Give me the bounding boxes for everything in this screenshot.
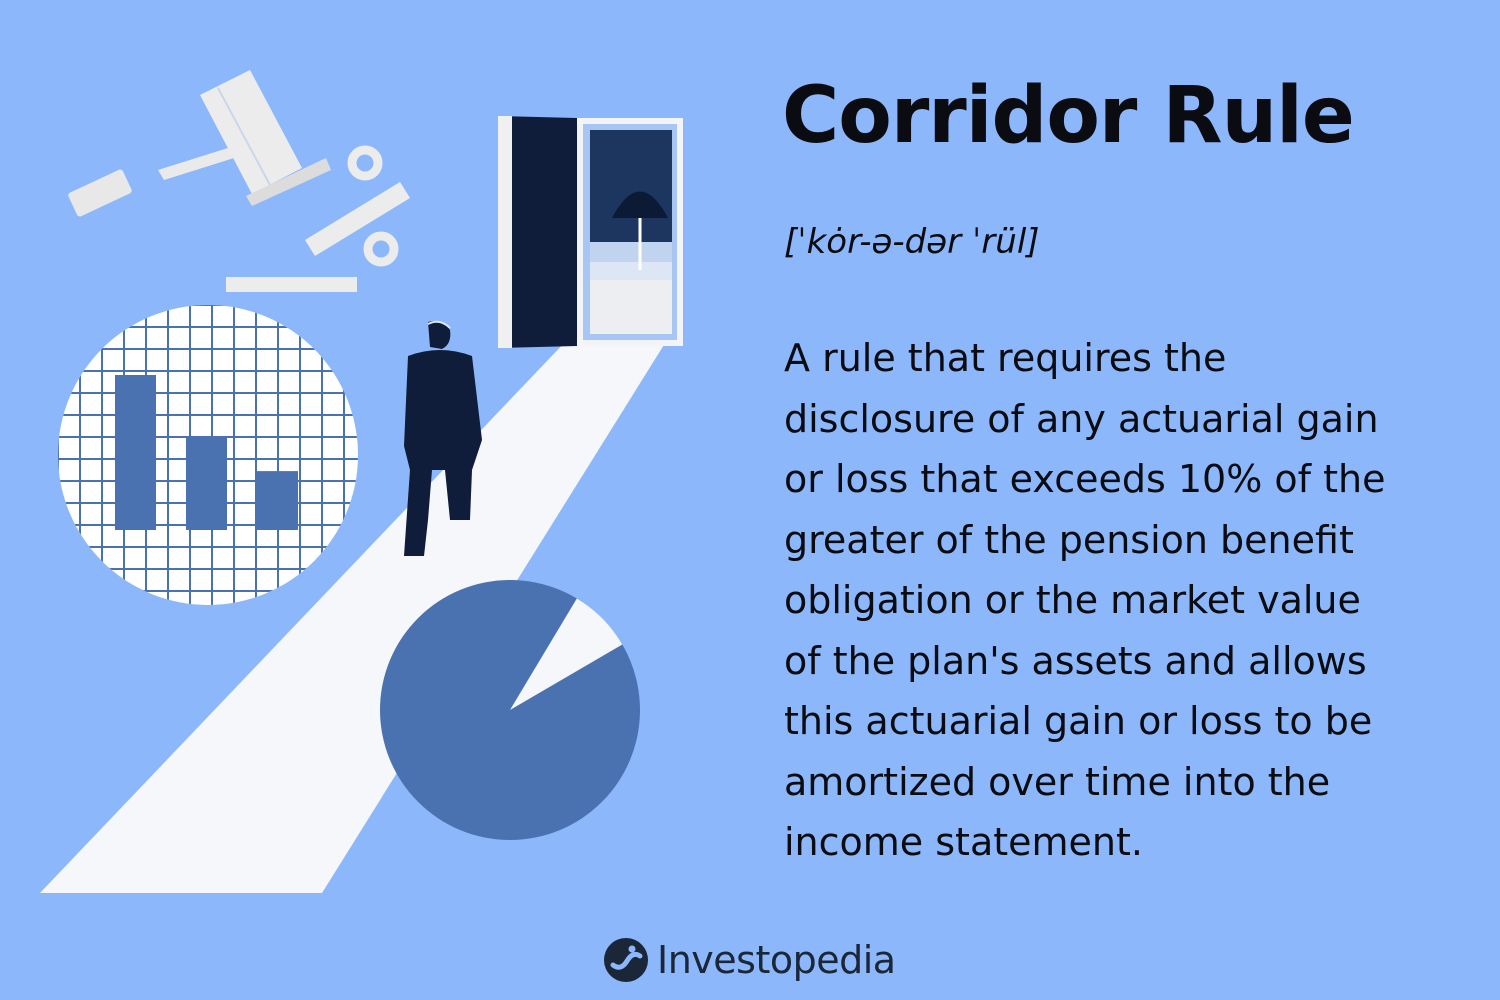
definition-line: of the plan's assets and allows bbox=[784, 638, 1367, 683]
definition-line: amortized over time into the bbox=[784, 759, 1331, 804]
definition-line: obligation or the market value bbox=[784, 578, 1361, 622]
bar bbox=[115, 375, 156, 530]
page-title: Corridor Rule bbox=[782, 71, 1355, 161]
pronunciation: [ˈkȯr-ə-dər ˈrül] bbox=[784, 222, 1040, 262]
definition-line: income statement. bbox=[784, 820, 1143, 864]
definition-line: disclosure of any actuarial gain bbox=[784, 396, 1379, 441]
illustration bbox=[40, 70, 683, 893]
definition-line: this actuarial gain or loss to be bbox=[784, 699, 1373, 743]
investopedia-logo-icon bbox=[604, 938, 648, 982]
bar bbox=[257, 471, 298, 530]
underline-bar bbox=[226, 277, 357, 292]
bar bbox=[186, 437, 227, 530]
bar-chart-icon bbox=[58, 305, 358, 605]
definition-line: or loss that exceeds 10% of the bbox=[784, 457, 1386, 501]
brand-logo[interactable]: Investopedia bbox=[603, 932, 896, 988]
pie-slice bbox=[510, 598, 623, 710]
gavel-icon bbox=[68, 70, 331, 217]
percent-icon bbox=[305, 145, 410, 267]
definition-line: greater of the pension benefit bbox=[784, 517, 1354, 562]
white-path bbox=[40, 340, 667, 893]
person-walking-icon bbox=[404, 320, 482, 556]
pie-chart-icon bbox=[380, 580, 640, 840]
beach-umbrella-icon bbox=[612, 191, 668, 270]
brand-name: Investopedia bbox=[657, 938, 896, 982]
doorway-icon bbox=[498, 116, 683, 348]
definition-line: A rule that requires the bbox=[784, 336, 1227, 380]
definition-text: A rule that requires the disclosure of a… bbox=[784, 328, 1484, 873]
